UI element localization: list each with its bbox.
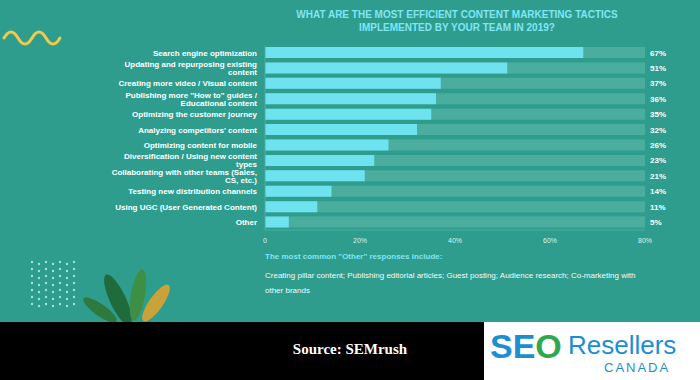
svg-text:80%: 80% <box>638 237 652 244</box>
html-text:types: types <box>236 160 257 170</box>
svg-text:Search engine optimization: Search engine optimization <box>153 49 257 58</box>
svg-text:60%: 60% <box>543 237 557 244</box>
svg-text:Creating more video / Visual c: Creating more video / Visual content <box>118 79 257 88</box>
svg-text:Optimizing content for mobile: Optimizing content for mobile <box>144 141 258 150</box>
svg-text:Analyzing competitors' content: Analyzing competitors' content <box>138 126 257 135</box>
svg-text:0: 0 <box>263 237 267 244</box>
svg-text:26%: 26% <box>650 141 666 150</box>
html-text:Diversification / Using new co: Diversification / Using new content <box>124 152 257 162</box>
svg-text:67%: 67% <box>650 49 666 58</box>
svg-text:Other: Other <box>236 218 257 227</box>
svg-text:Updating and repurposing exist: Updating and repurposing existingcontent <box>125 60 258 77</box>
svg-text:14%: 14% <box>650 187 666 196</box>
svg-text:51%: 51% <box>650 64 666 73</box>
svg-text:21%: 21% <box>650 172 666 181</box>
svg-text:Using UGC (User Generated Cont: Using UGC (User Generated Content) <box>115 203 257 212</box>
svg-text:11%: 11% <box>650 203 666 212</box>
html-text:Creating pillar content; Publi: Creating pillar content; Publishing edit… <box>265 271 636 295</box>
svg-text:Publishing more "How to" guide: Publishing more "How to" guides /Educati… <box>125 91 257 108</box>
svg-text:32%: 32% <box>650 126 666 135</box>
html-text:CANADA: CANADA <box>604 360 671 375</box>
html-text:The most common "Other" respon: The most common "Other" responses includ… <box>265 252 443 261</box>
svg-text:37%: 37% <box>650 79 666 88</box>
svg-text:40%: 40% <box>448 237 462 244</box>
svg-text:20%: 20% <box>353 237 367 244</box>
svg-text:Testing new distribution chann: Testing new distribution channels <box>128 187 257 196</box>
svg-text:Collaborating with other teams: Collaborating with other teams (Sales,CS… <box>112 168 258 185</box>
html-text:SE O Resellers: SE O Resellers <box>490 327 677 365</box>
svg-text:36%: 36% <box>650 95 666 104</box>
svg-text:Optimizing the customer journe: Optimizing the customer journey <box>132 110 257 119</box>
html-text:Source: SEMrush: Source: SEMrush <box>292 341 408 357</box>
html-text:WHAT ARE THE MOST EFFICIENT CO: WHAT ARE THE MOST EFFICIENT CONTENT MARK… <box>296 9 618 33</box>
svg-text:23%: 23% <box>650 156 666 165</box>
svg-text:5%: 5% <box>650 218 662 227</box>
svg-text:35%: 35% <box>650 110 666 119</box>
